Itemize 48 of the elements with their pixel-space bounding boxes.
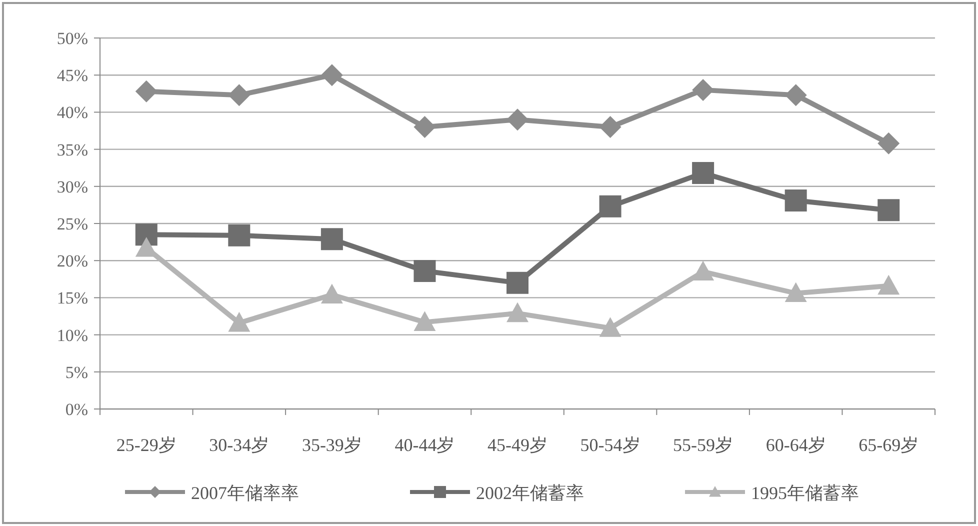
y-tick-label: 25%: [56, 214, 88, 234]
point: [784, 84, 807, 106]
y-tick-label: 35%: [56, 140, 88, 160]
point: [228, 224, 250, 246]
y-tick-label: 10%: [56, 326, 88, 345]
x-tick-label: 25-29岁: [116, 435, 176, 455]
y-tick-label: 15%: [56, 288, 88, 308]
y-tick-label: 30%: [56, 177, 88, 196]
legend-label: 2002年储蓄率: [476, 483, 584, 503]
x-tick-label: 50-54岁: [580, 435, 640, 455]
point: [320, 64, 343, 86]
legend-label: 1995年储蓄率: [751, 483, 859, 503]
x-tick-label: 40-44岁: [394, 435, 455, 455]
point: [784, 190, 807, 212]
point: [228, 84, 250, 106]
x-tick-label: 30-34岁: [209, 435, 270, 455]
x-tick-label: 35-39岁: [302, 435, 362, 455]
y-tick-label: 45%: [56, 66, 88, 86]
y-tick-label: 40%: [56, 103, 88, 122]
y-tick-label: 5%: [65, 362, 88, 382]
point: [692, 162, 714, 184]
point: [414, 311, 436, 331]
point: [599, 116, 622, 138]
point: [878, 132, 900, 154]
x-tick-label: 65-69岁: [858, 435, 919, 455]
x-tick-label: 60-64岁: [766, 435, 826, 455]
point: [599, 317, 622, 337]
point: [135, 80, 158, 102]
point: [506, 108, 528, 131]
x-tick-label: 45-49岁: [488, 435, 548, 455]
point: [320, 228, 343, 250]
point: [878, 274, 900, 295]
legend-label: 2007年储率率: [191, 483, 299, 503]
point: [878, 199, 900, 222]
y-tick-label: 20%: [56, 252, 88, 271]
y-tick-label: 50%: [56, 29, 88, 48]
point: [692, 260, 714, 281]
point: [320, 284, 343, 304]
point: [135, 224, 158, 246]
x-tick-label: 55-59岁: [673, 435, 734, 455]
point: [599, 195, 622, 218]
point: [228, 312, 250, 332]
point: [506, 302, 528, 322]
point: [414, 260, 436, 282]
point: [414, 116, 436, 138]
point: [506, 272, 528, 294]
y-tick-label: 0%: [65, 400, 88, 419]
point: [784, 282, 807, 302]
